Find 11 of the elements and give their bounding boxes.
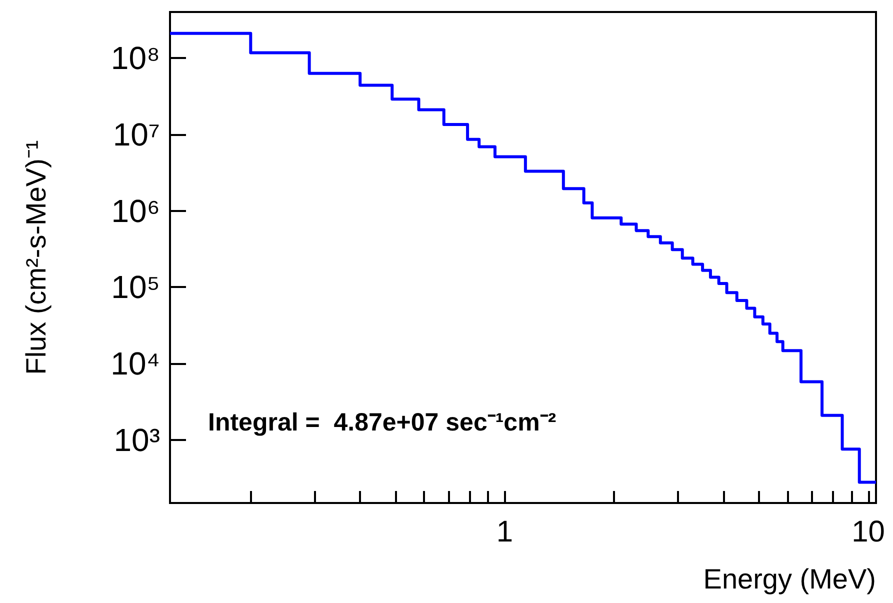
y-tick-label: 10⁶ — [111, 192, 160, 229]
y-tick-label: 10⁵ — [111, 269, 160, 306]
y-tick-label: 10³ — [114, 422, 160, 458]
y-tick-label: 10⁸ — [110, 40, 160, 76]
x-tick-label: 1 — [496, 516, 514, 548]
x-axis-title: Energy (MeV) — [703, 564, 876, 594]
y-axis-title: Flux (cm²-s-MeV)⁻¹ — [20, 140, 52, 375]
y-tick-label: 10⁷ — [112, 116, 160, 152]
annotation: Integral = 4.87e+07 sec⁻¹cm⁻² — [208, 408, 556, 436]
x-tick-label: 10 — [852, 516, 885, 548]
y-tick-label: 10⁴ — [110, 346, 160, 382]
